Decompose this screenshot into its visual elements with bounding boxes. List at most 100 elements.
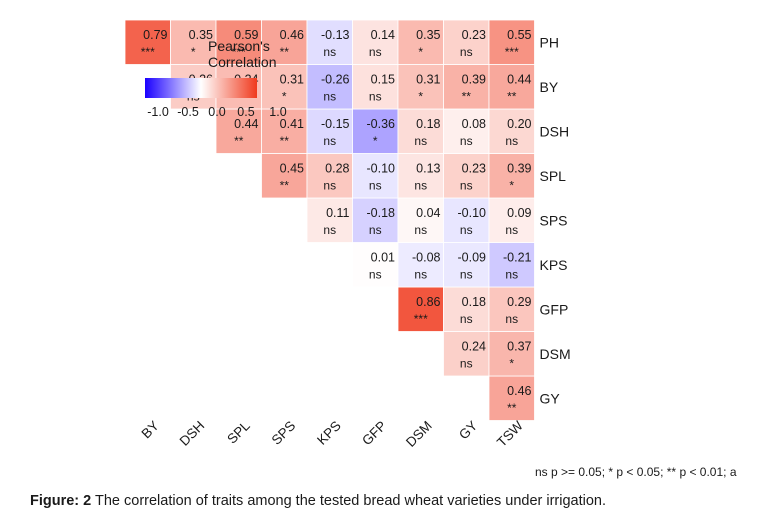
cell-value-label: 0.39	[462, 73, 486, 87]
cell-value-label: 0.04	[416, 206, 440, 220]
y-axis-label-spl: SPL	[540, 168, 567, 184]
heatmap-cell-by-gy	[443, 64, 490, 110]
cell-significance-label: ns	[460, 312, 473, 326]
cell-significance-label: *	[509, 357, 514, 371]
cell-significance-label: *	[373, 134, 378, 148]
cell-significance-label: ns	[460, 179, 473, 193]
cell-significance-label: ns	[505, 223, 518, 237]
heatmap-cell-spl-tsw	[488, 153, 535, 199]
x-axis-label-gfp: GFP	[359, 418, 389, 448]
heatmap-cell-ph-dsm	[397, 19, 444, 65]
cell-significance-label: ***	[232, 45, 246, 59]
heatmap-cell-spl-gy	[443, 153, 490, 199]
heatmap-cell-sps-gfp	[352, 197, 399, 243]
cell-value-label: 0.20	[507, 117, 531, 131]
cell-significance-label: ns	[323, 134, 336, 148]
cell-significance-label: *	[282, 90, 287, 104]
cell-significance-label: ns	[414, 223, 427, 237]
cell-value-label: 0.29	[507, 295, 531, 309]
cell-significance-label: ns	[505, 268, 518, 282]
heatmap-cell-sps-tsw	[488, 197, 535, 243]
cell-significance-label: ns	[323, 179, 336, 193]
cell-value-label: -0.15	[321, 117, 350, 131]
cell-value-label: -0.13	[321, 28, 350, 42]
cell-value-label: 0.39	[507, 162, 531, 176]
y-axis-label-kps: KPS	[540, 257, 568, 273]
cell-significance-label: ns	[323, 90, 336, 104]
cell-significance-label: **	[462, 90, 472, 104]
heatmap-cell-ph-dsh	[170, 19, 217, 65]
heatmap-cell-ph-by	[124, 19, 171, 65]
legend-tick: -1.0	[147, 105, 169, 119]
heatmap-cell-gy-tsw	[488, 375, 535, 421]
cell-significance-label: ns	[369, 179, 382, 193]
cell-significance-label: ns	[323, 223, 336, 237]
cell-significance-label: ns	[460, 45, 473, 59]
cell-significance-label: ns	[323, 45, 336, 59]
cell-significance-label: **	[234, 134, 244, 148]
cell-significance-label: ns	[505, 312, 518, 326]
heatmap-cell-spl-gfp	[352, 153, 399, 199]
heatmap-cell-kps-gfp	[352, 242, 399, 288]
heatmap-cell-kps-gy	[443, 242, 490, 288]
cell-value-label: 0.15	[371, 73, 395, 87]
y-axis-label-gfp: GFP	[540, 301, 569, 317]
legend-tick-labels: -1.0 -0.5 0.0 0.5 1.0	[128, 105, 298, 121]
heatmap-cell-gfp-tsw	[488, 286, 535, 332]
y-axis-labels: PH BY DSH SPL SPS KPS GFP DSM GY	[540, 34, 571, 406]
cell-value-label: -0.36	[367, 117, 396, 131]
y-axis-label-gy: GY	[540, 390, 561, 406]
cell-significance-label: ***	[505, 45, 519, 59]
cell-significance-label: ns	[414, 268, 427, 282]
heatmap-cell-ph-kps	[306, 19, 353, 65]
cell-significance-label: ns	[460, 268, 473, 282]
cell-value-label: -0.08	[412, 251, 441, 265]
legend-tick: 0.5	[237, 105, 255, 119]
cell-value-label: -0.10	[367, 162, 396, 176]
cell-value-label: 0.79	[143, 28, 167, 42]
cell-value-label: 0.18	[416, 117, 440, 131]
cell-significance-label: ns	[369, 45, 382, 59]
x-axis-label-sps: SPS	[269, 418, 299, 448]
y-axis-label-dsm: DSM	[540, 346, 571, 362]
heatmap-cell-kps-dsm	[397, 242, 444, 288]
x-axis-label-kps: KPS	[314, 418, 344, 448]
cell-significance-label: ns	[369, 268, 382, 282]
cell-significance-label: ***	[141, 45, 155, 59]
heatmap-cell-gfp-gy	[443, 286, 490, 332]
caption-text: The correlation of traits among the test…	[91, 493, 606, 509]
legend-color-bar	[145, 78, 257, 98]
cell-significance-label: **	[507, 90, 517, 104]
cell-significance-label: ns	[414, 179, 427, 193]
y-axis-label-ph: PH	[540, 34, 559, 50]
cell-significance-label: *	[418, 45, 423, 59]
cell-significance-label: **	[280, 134, 290, 148]
cell-value-label: 0.44	[507, 73, 531, 87]
cell-value-label: 0.31	[280, 73, 304, 87]
x-axis-label-spl: SPL	[224, 418, 253, 447]
cell-value-label: 0.35	[189, 28, 213, 42]
legend-tick: 1.0	[269, 105, 287, 119]
heatmap-cell-by-tsw	[488, 64, 535, 110]
cell-value-label: 0.86	[416, 295, 440, 309]
cell-value-label: -0.09	[458, 251, 487, 265]
y-axis-label-sps: SPS	[540, 212, 568, 228]
cell-significance-label: **	[507, 401, 517, 415]
heatmap-cell-spl-kps	[306, 153, 353, 199]
legend-title-line1: Pearson's	[208, 38, 270, 54]
heatmap-cell-sps-dsm	[397, 197, 444, 243]
cell-value-label: 0.01	[371, 251, 395, 265]
heatmap-cell-ph-gfp	[352, 19, 399, 65]
x-axis-label-dsm: DSM	[403, 418, 435, 450]
cell-significance-label: ns	[414, 134, 427, 148]
cell-value-label: 0.14	[371, 28, 395, 42]
heatmap-cell-by-dsm	[397, 64, 444, 110]
cell-value-label: 0.13	[416, 162, 440, 176]
heatmap-cell-dsh-tsw	[488, 108, 535, 154]
cell-significance-label: **	[280, 45, 290, 59]
cell-value-label: 0.24	[462, 340, 486, 354]
cell-value-label: 0.35	[416, 28, 440, 42]
cell-significance-label: ns	[460, 357, 473, 371]
cell-value-label: 0.31	[416, 73, 440, 87]
